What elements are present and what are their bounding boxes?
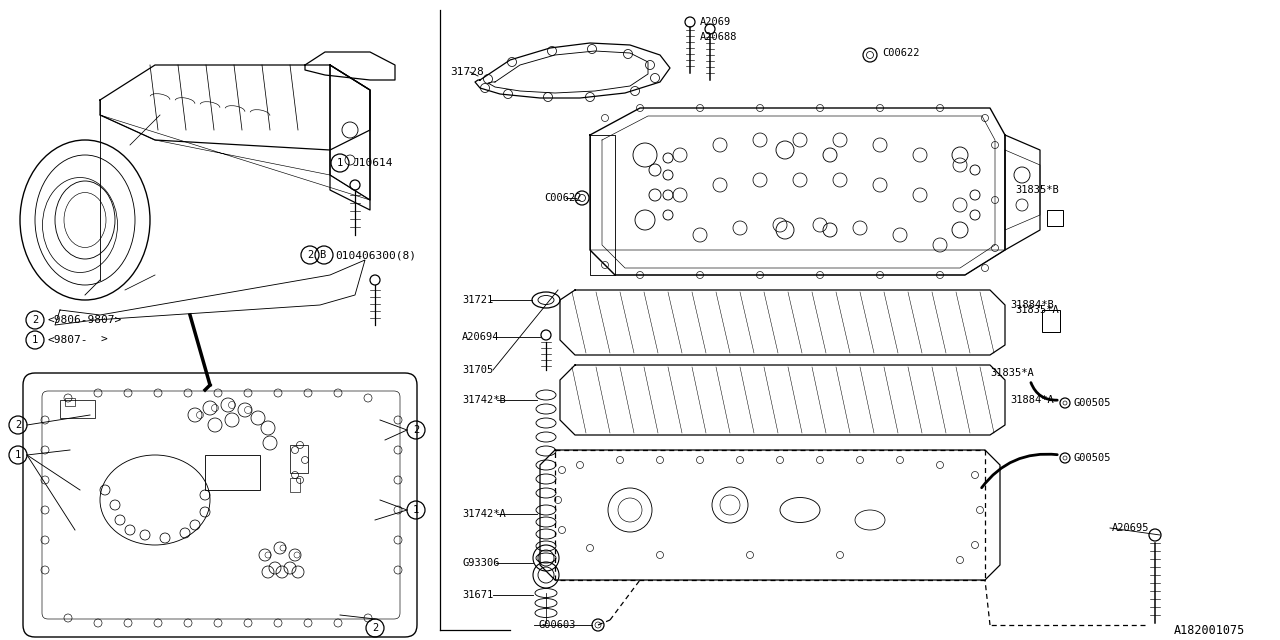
Text: G00505: G00505 bbox=[1073, 398, 1111, 408]
Text: B: B bbox=[319, 250, 325, 260]
Text: 31835*B: 31835*B bbox=[1015, 185, 1059, 195]
Text: 31705: 31705 bbox=[462, 365, 493, 375]
Text: 31884*A: 31884*A bbox=[1010, 395, 1053, 405]
Text: 31742*A: 31742*A bbox=[462, 509, 506, 519]
Bar bbox=[1047, 210, 1062, 226]
Bar bbox=[291, 478, 300, 492]
Text: 31742*B: 31742*B bbox=[462, 395, 506, 405]
Text: <9807-: <9807- bbox=[47, 335, 87, 345]
Text: G00603: G00603 bbox=[538, 620, 576, 630]
Bar bbox=[1042, 310, 1060, 332]
Text: 31671: 31671 bbox=[462, 590, 493, 600]
Text: A2069: A2069 bbox=[700, 17, 731, 27]
Text: 1: 1 bbox=[15, 450, 22, 460]
Text: G93306: G93306 bbox=[462, 558, 499, 568]
Text: 010406300(8): 010406300(8) bbox=[335, 250, 416, 260]
Text: A20695: A20695 bbox=[1112, 523, 1149, 533]
Text: A20688: A20688 bbox=[700, 32, 737, 42]
Text: 31728: 31728 bbox=[451, 67, 484, 77]
Bar bbox=[65, 398, 76, 406]
Text: 31835*A: 31835*A bbox=[989, 368, 1034, 378]
Text: A182001075: A182001075 bbox=[1174, 623, 1245, 637]
Bar bbox=[60, 400, 95, 418]
Text: 2: 2 bbox=[372, 623, 378, 633]
Text: 31884*B: 31884*B bbox=[1010, 300, 1053, 310]
Text: 2: 2 bbox=[32, 315, 38, 325]
Text: 2: 2 bbox=[307, 250, 314, 260]
Text: <9806-9807>: <9806-9807> bbox=[47, 315, 122, 325]
Text: J10614: J10614 bbox=[352, 158, 393, 168]
Text: G00505: G00505 bbox=[1073, 453, 1111, 463]
Text: 31721: 31721 bbox=[462, 295, 493, 305]
Text: 1: 1 bbox=[413, 505, 419, 515]
Text: 1: 1 bbox=[32, 335, 38, 345]
Text: 31835*A: 31835*A bbox=[1015, 305, 1059, 315]
Text: >: > bbox=[100, 335, 106, 345]
Bar bbox=[205, 455, 260, 490]
Text: 2: 2 bbox=[15, 420, 22, 430]
Bar bbox=[291, 445, 308, 473]
Text: 2: 2 bbox=[413, 425, 419, 435]
Text: C00622: C00622 bbox=[882, 48, 919, 58]
FancyArrowPatch shape bbox=[1030, 383, 1057, 400]
Text: C00622: C00622 bbox=[544, 193, 581, 203]
Text: 1: 1 bbox=[337, 158, 343, 168]
FancyArrowPatch shape bbox=[982, 454, 1057, 488]
Text: A20694: A20694 bbox=[462, 332, 499, 342]
